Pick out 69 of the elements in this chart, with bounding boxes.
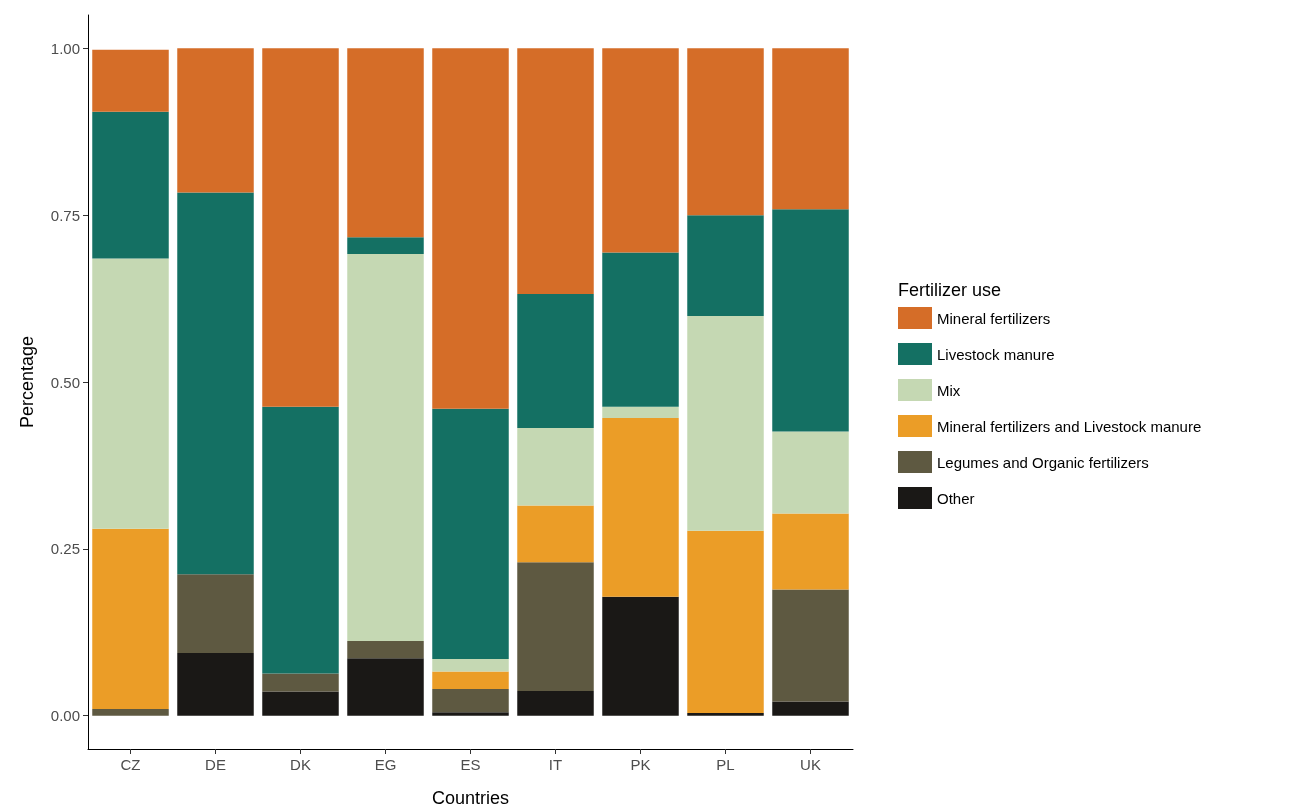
bar <box>262 406 339 674</box>
bar <box>347 253 424 641</box>
bar <box>177 48 254 193</box>
bar <box>517 690 594 716</box>
bar <box>687 48 764 216</box>
legend-label: Mix <box>937 381 961 399</box>
x-tick-label: ES <box>460 756 481 773</box>
y-tick-label: 0.75 <box>50 206 80 224</box>
bar <box>772 209 849 432</box>
bar <box>772 513 849 590</box>
bar <box>432 712 509 716</box>
bar <box>92 708 169 716</box>
x-tick-label: PK <box>630 756 651 773</box>
bar <box>347 658 424 716</box>
bar <box>92 111 169 259</box>
bar <box>262 691 339 716</box>
bar <box>177 192 254 575</box>
bar <box>517 505 594 563</box>
y-tick-label: 0.00 <box>50 707 80 725</box>
bar <box>687 530 764 713</box>
bar <box>347 48 424 238</box>
x-tick-label: CZ <box>120 756 141 773</box>
bar <box>432 658 509 672</box>
x-axis-title: Countries <box>431 788 510 808</box>
y-tick-label: 0.25 <box>50 540 80 558</box>
bar <box>92 528 169 709</box>
bar <box>517 428 594 506</box>
bar <box>92 258 169 529</box>
legend-label: Mineral fertilizers <box>937 309 1051 327</box>
bar <box>602 252 679 407</box>
bar <box>772 431 849 514</box>
x-tick-label: UK <box>800 756 821 773</box>
bar <box>177 574 254 653</box>
x-tick-label: EG <box>374 756 397 773</box>
bar <box>602 406 679 419</box>
bar <box>432 48 509 409</box>
bar <box>517 562 594 691</box>
x-tick-label: DE <box>205 756 226 773</box>
bar <box>687 215 764 316</box>
bar <box>432 671 509 689</box>
bar <box>772 701 849 716</box>
x-tick-label: DK <box>290 756 311 773</box>
bar <box>517 48 594 294</box>
y-tick-label: 1.00 <box>50 39 80 57</box>
bar <box>432 408 509 659</box>
bar <box>177 652 254 716</box>
y-axis-title: Percentage <box>17 335 37 429</box>
legend-title: Fertilizer use <box>898 280 1002 300</box>
y-tick-label: 0.50 <box>50 373 80 391</box>
bar <box>262 48 339 407</box>
bar <box>347 237 424 254</box>
bar <box>347 640 424 659</box>
bar <box>602 596 679 716</box>
x-tick-label: PL <box>716 756 735 773</box>
bar <box>602 418 679 597</box>
bar <box>432 688 509 713</box>
legend-label: Other <box>937 489 975 507</box>
bar <box>772 589 849 702</box>
legend-label: Legumes and Organic fertilizers <box>937 453 1149 471</box>
x-tick-label: IT <box>548 756 563 773</box>
bar <box>772 48 849 210</box>
bar <box>517 293 594 429</box>
bar <box>687 712 764 716</box>
legend-label: Livestock manure <box>937 345 1055 363</box>
bar <box>92 49 169 112</box>
bar <box>262 673 339 692</box>
bar <box>602 48 679 253</box>
legend-label: Mineral fertilizers and Livestock manure <box>937 417 1202 435</box>
bar <box>687 315 764 531</box>
